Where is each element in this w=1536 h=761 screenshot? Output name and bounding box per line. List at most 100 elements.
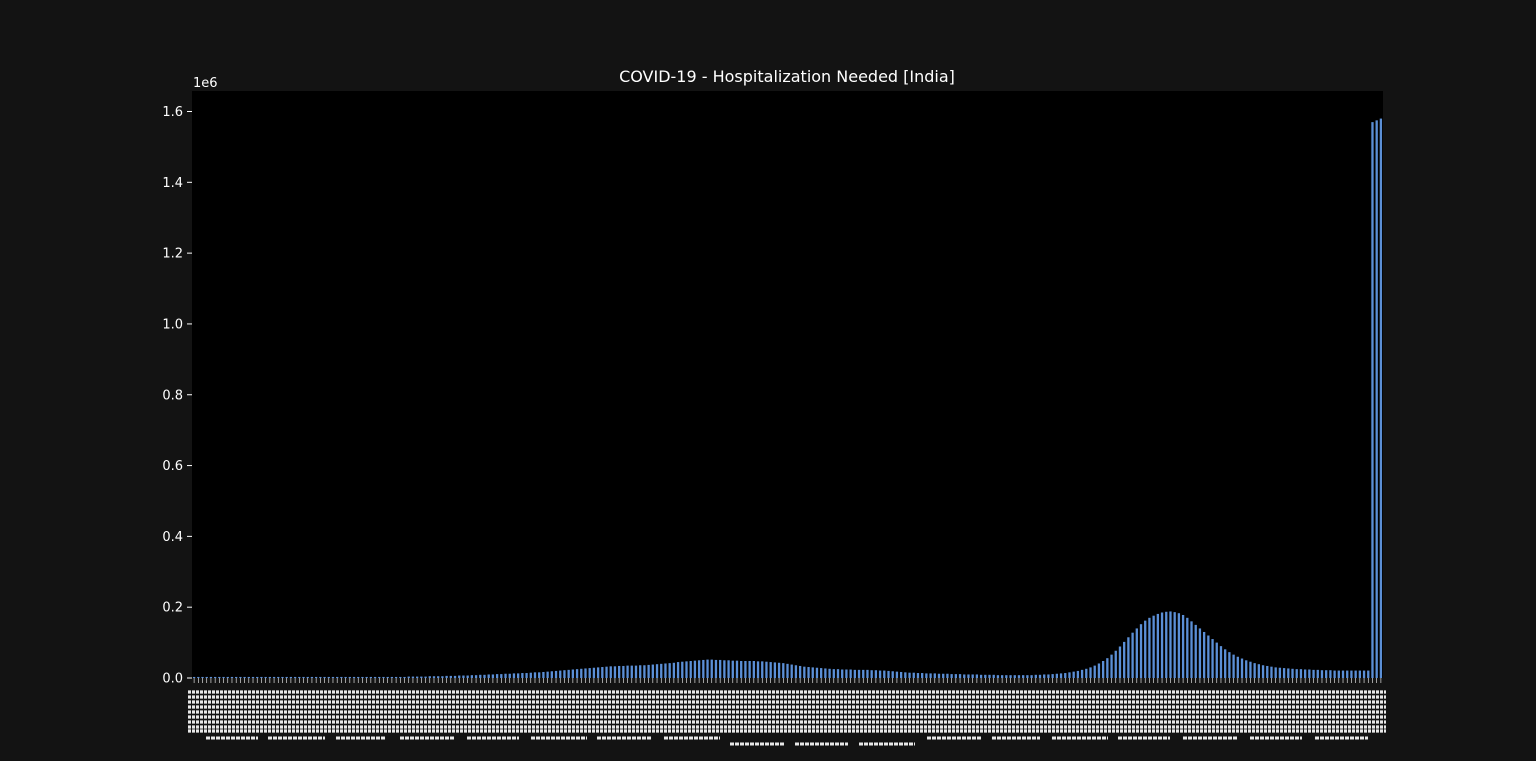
bar (319, 676, 322, 678)
bar (1030, 675, 1033, 678)
bar (672, 662, 676, 678)
bar (727, 660, 730, 678)
bar (1085, 668, 1088, 678)
bar (798, 665, 802, 678)
bar (550, 671, 553, 678)
bar (239, 676, 242, 678)
bar (1379, 118, 1383, 678)
bar (1148, 617, 1151, 678)
bar (281, 676, 284, 678)
bar (588, 668, 591, 678)
bar (1249, 661, 1252, 678)
bar (773, 662, 777, 678)
bar (538, 672, 541, 678)
bar (820, 668, 823, 678)
bar (790, 664, 793, 678)
y-tick-label: 0.8 (162, 388, 183, 403)
bar (782, 663, 785, 678)
bar (1160, 612, 1164, 678)
bar (529, 672, 532, 678)
bar (487, 674, 490, 678)
bar (866, 669, 869, 678)
bar (272, 676, 276, 678)
bar (765, 661, 768, 678)
bar (668, 663, 671, 678)
bar (1291, 668, 1294, 678)
bar (777, 662, 781, 678)
bar (264, 676, 267, 678)
bar (1123, 641, 1126, 678)
bar (958, 674, 962, 678)
bar (458, 675, 461, 678)
bar (613, 666, 617, 678)
bar (310, 676, 314, 678)
bar (1017, 675, 1021, 678)
bar (1114, 650, 1117, 678)
bar (554, 670, 558, 678)
bar (1013, 675, 1016, 678)
y-tick-label: 0.0 (162, 672, 183, 687)
bar (432, 676, 436, 678)
bar (378, 676, 381, 678)
bar (1047, 674, 1050, 678)
bar (1139, 624, 1143, 678)
bar (1034, 674, 1037, 678)
bar (735, 660, 739, 678)
bar (963, 674, 966, 678)
bar (462, 675, 465, 678)
bar (618, 665, 621, 678)
bar (517, 673, 520, 678)
bar (921, 673, 924, 678)
bar (702, 659, 705, 678)
bar (306, 676, 309, 678)
bar (226, 676, 229, 678)
bar (697, 660, 701, 678)
bar (609, 666, 612, 678)
bar (1261, 665, 1265, 678)
bar (1038, 674, 1042, 678)
y-axis: 0.0 0.2 0.4 0.6 0.8 1.0 1.2 1.4 1.6 (162, 105, 192, 687)
bar (323, 676, 326, 678)
bar (1253, 663, 1256, 678)
bar (1211, 639, 1214, 678)
bar (201, 676, 204, 678)
bar (479, 674, 482, 678)
bar (815, 667, 819, 678)
y-tick-label: 0.6 (162, 459, 183, 474)
bar (862, 669, 865, 678)
bar (411, 676, 415, 678)
bar (403, 676, 406, 678)
bar (1333, 670, 1336, 678)
bar (1022, 675, 1025, 678)
bar (786, 663, 789, 678)
plot-area (192, 91, 1383, 678)
bar (348, 676, 351, 678)
bar (1059, 673, 1063, 678)
bar (386, 676, 389, 678)
bar (950, 674, 953, 678)
bar (1274, 667, 1277, 678)
bar (689, 661, 692, 678)
bar (891, 671, 894, 678)
bar (1101, 661, 1105, 678)
bar (491, 674, 495, 678)
bar (605, 666, 608, 678)
bar (731, 660, 734, 678)
bar (929, 673, 932, 678)
bar (293, 676, 297, 678)
bar (1072, 671, 1075, 678)
bar (899, 671, 903, 678)
bar (285, 676, 288, 678)
bar (971, 674, 974, 678)
bar (500, 674, 503, 678)
bar (1080, 669, 1084, 678)
bar (336, 676, 339, 678)
bar (841, 669, 844, 678)
bar (664, 663, 667, 678)
y-tick-label: 1.0 (162, 317, 183, 332)
bar (525, 673, 528, 678)
bar (710, 659, 713, 678)
bar (1198, 628, 1202, 678)
bar (1282, 668, 1286, 678)
bar (546, 671, 549, 678)
